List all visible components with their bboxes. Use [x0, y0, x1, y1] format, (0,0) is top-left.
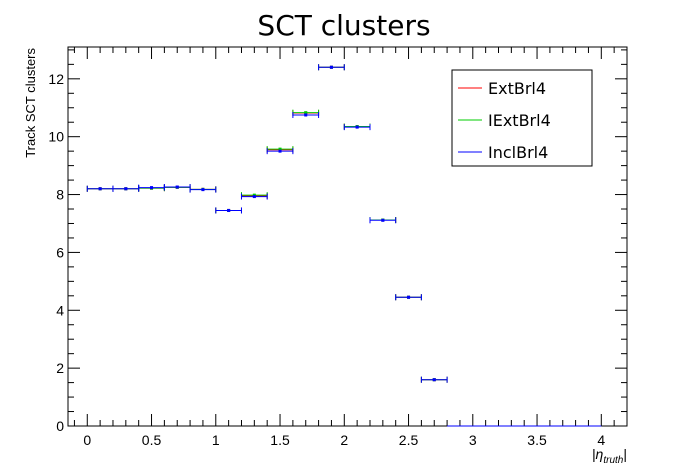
data-point: [304, 113, 308, 117]
data-point: [227, 208, 231, 212]
x-tick-label: 1: [212, 432, 220, 448]
y-tick-label: 2: [56, 360, 64, 376]
legend-box: [451, 69, 593, 167]
x-tick-label: 4: [597, 432, 605, 448]
x-tick-label: 3: [469, 432, 477, 448]
data-point: [432, 378, 436, 382]
legend-label-IExtBrl4: IExtBrl4: [488, 111, 551, 130]
x-axis-title: |ηtruth|: [592, 446, 627, 466]
chart-title: SCT clusters: [257, 9, 430, 42]
series-InclBrl4: [86, 64, 602, 427]
legend-label-ExtBrl4: ExtBrl4: [488, 79, 546, 98]
legend-label-InclBrl4: InclBrl4: [488, 143, 548, 162]
series-ExtBrl4: [86, 64, 448, 383]
x-tick-label: 3.5: [527, 432, 547, 448]
y-tick-label: 0: [56, 418, 64, 434]
x-tick-label: 2.5: [399, 432, 419, 448]
data-point: [407, 295, 411, 299]
data-point: [98, 187, 102, 191]
data-point: [175, 185, 179, 189]
legend: ExtBrl4 IExtBrl4 InclBrl4: [451, 69, 593, 167]
y-tick-label: 10: [48, 129, 64, 145]
x-tick-label: 1.5: [270, 432, 290, 448]
data-point: [150, 186, 154, 190]
data-point: [381, 218, 385, 222]
data-point: [278, 147, 282, 151]
y-tick-label: 8: [56, 187, 64, 203]
data-point: [355, 125, 359, 129]
x-tick-label: 0: [83, 432, 91, 448]
x-tick-label: 0.5: [142, 432, 162, 448]
plot-frame: [67, 46, 628, 427]
y-tick-label: 6: [56, 244, 64, 260]
data-point: [304, 111, 308, 115]
y-axis-title: Track SCT clusters: [23, 48, 38, 158]
data-point: [201, 188, 205, 192]
y-tick-label: 4: [56, 302, 64, 318]
x-tick-label: 2: [340, 432, 348, 448]
series-IExtBrl4: [86, 64, 448, 383]
data-point: [252, 195, 256, 199]
data-point: [124, 187, 128, 191]
data-point: [329, 65, 333, 69]
data-point: [278, 149, 282, 153]
y-tick-label: 12: [48, 71, 64, 87]
